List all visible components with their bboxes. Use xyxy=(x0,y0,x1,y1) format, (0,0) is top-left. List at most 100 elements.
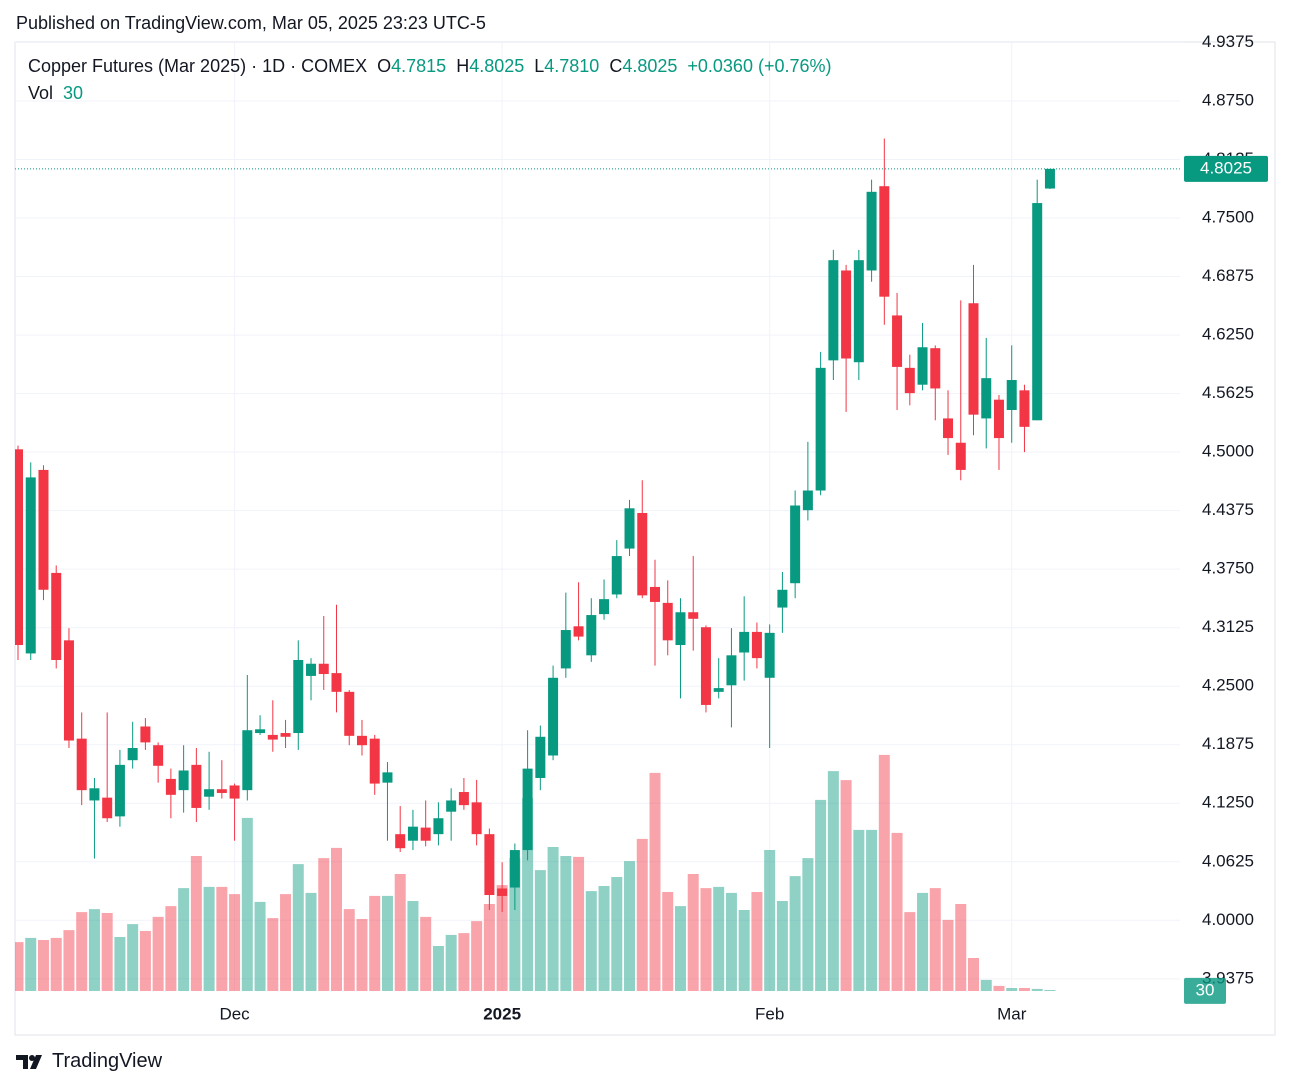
volume-bar xyxy=(866,829,878,991)
volume-bar xyxy=(509,858,521,991)
candle-body xyxy=(688,612,699,619)
candle-body xyxy=(458,792,469,806)
volume-bar xyxy=(993,985,1005,991)
volume-bar xyxy=(649,772,661,991)
y-tick-label: 4.0625 xyxy=(1202,851,1254,870)
volume-label: 30 xyxy=(1196,980,1215,999)
legend-value: 4.8025 xyxy=(622,56,678,76)
volume-bar xyxy=(840,780,852,991)
volume-bar xyxy=(585,891,597,991)
candle-body xyxy=(89,788,100,801)
volume-bar xyxy=(560,856,572,991)
y-tick-label: 4.6875 xyxy=(1202,266,1254,285)
volume-bar xyxy=(432,946,444,991)
candle-body xyxy=(879,186,890,297)
volume-bar xyxy=(356,919,368,991)
volume-legend: Vol 30 xyxy=(28,83,83,104)
candle-body xyxy=(76,738,87,791)
volume-bar xyxy=(776,901,788,991)
candle-body xyxy=(369,738,380,784)
candle-body xyxy=(1006,380,1017,410)
y-tick-label: 4.4375 xyxy=(1202,500,1254,519)
volume-bar xyxy=(853,829,865,991)
candle-body xyxy=(229,785,240,799)
volume-bar xyxy=(139,931,151,991)
volume-bar xyxy=(713,886,725,991)
candle-body xyxy=(777,589,788,608)
candle-body xyxy=(892,315,903,367)
candle-body xyxy=(573,626,584,637)
volume-bar xyxy=(917,892,929,991)
change: +0.0360 (+0.76%) xyxy=(687,56,832,76)
candle-body xyxy=(153,745,164,766)
legend: Copper Futures (Mar 2025) · 1D · COMEX O4… xyxy=(28,56,832,77)
candle-body xyxy=(127,748,138,761)
candle-body xyxy=(114,764,125,817)
volume-bar xyxy=(63,930,75,991)
candle-body xyxy=(1044,168,1055,189)
candle-body xyxy=(764,632,775,678)
candle-body xyxy=(637,512,648,596)
volume-bar xyxy=(407,901,419,991)
volume-bar xyxy=(381,895,393,991)
volume-bar xyxy=(980,979,992,991)
volume-bar xyxy=(369,895,381,991)
candle-body xyxy=(509,850,520,888)
volume-bar xyxy=(190,856,202,991)
candle-body xyxy=(63,640,74,741)
y-tick-label: 4.7500 xyxy=(1202,208,1254,227)
legend-key: C xyxy=(609,56,623,76)
candle-body xyxy=(917,347,928,385)
candle-body xyxy=(471,802,482,835)
volume-bar xyxy=(114,937,126,991)
volume-bar xyxy=(127,924,139,991)
candle-body xyxy=(1032,203,1043,421)
volume-bar xyxy=(241,817,253,991)
volume-bar xyxy=(1018,988,1030,991)
volume-bar xyxy=(789,876,801,991)
logo xyxy=(16,1054,42,1069)
volume-bar xyxy=(636,838,648,991)
candle-body xyxy=(548,677,559,756)
candle-body xyxy=(191,764,202,808)
candle-body xyxy=(420,827,431,841)
candle-body xyxy=(904,367,915,394)
volume-bar xyxy=(25,937,37,991)
candle-body xyxy=(866,191,877,271)
candle-body xyxy=(739,631,750,653)
volume-label-box xyxy=(1184,977,1226,1004)
volume-title: Vol xyxy=(28,83,54,103)
candle-body xyxy=(586,615,597,656)
candle-body xyxy=(700,627,711,705)
volume-bar xyxy=(458,933,470,991)
volume-bar xyxy=(1044,990,1056,991)
legend-value: 4.7815 xyxy=(391,56,447,76)
x-tick-label: Feb xyxy=(755,1004,784,1023)
last-price-label: 4.8025 xyxy=(1200,158,1252,177)
candle-body xyxy=(624,508,635,549)
volume-bar xyxy=(942,919,954,991)
candle-body xyxy=(815,367,826,491)
volume-bar xyxy=(394,874,406,991)
candle-body xyxy=(726,655,737,686)
volume-bar xyxy=(216,886,228,991)
candle-body xyxy=(178,770,189,791)
volume-bar xyxy=(152,916,164,991)
candle-body xyxy=(943,418,954,439)
brand: TradingView xyxy=(52,1050,163,1072)
candle-body xyxy=(293,659,304,734)
volume-bar xyxy=(254,901,266,991)
candle-body xyxy=(841,270,852,359)
volume-bar xyxy=(738,910,750,991)
candle-body xyxy=(993,399,1004,439)
candle-body xyxy=(446,800,457,812)
candle-body xyxy=(395,834,406,849)
volume-bar xyxy=(37,940,49,991)
volume-bar xyxy=(267,918,279,991)
y-tick-label: 4.1250 xyxy=(1202,793,1254,812)
candle-body xyxy=(713,688,724,692)
volume-bar xyxy=(343,909,355,991)
legend-key: O xyxy=(377,56,392,76)
candle-body xyxy=(356,735,367,746)
